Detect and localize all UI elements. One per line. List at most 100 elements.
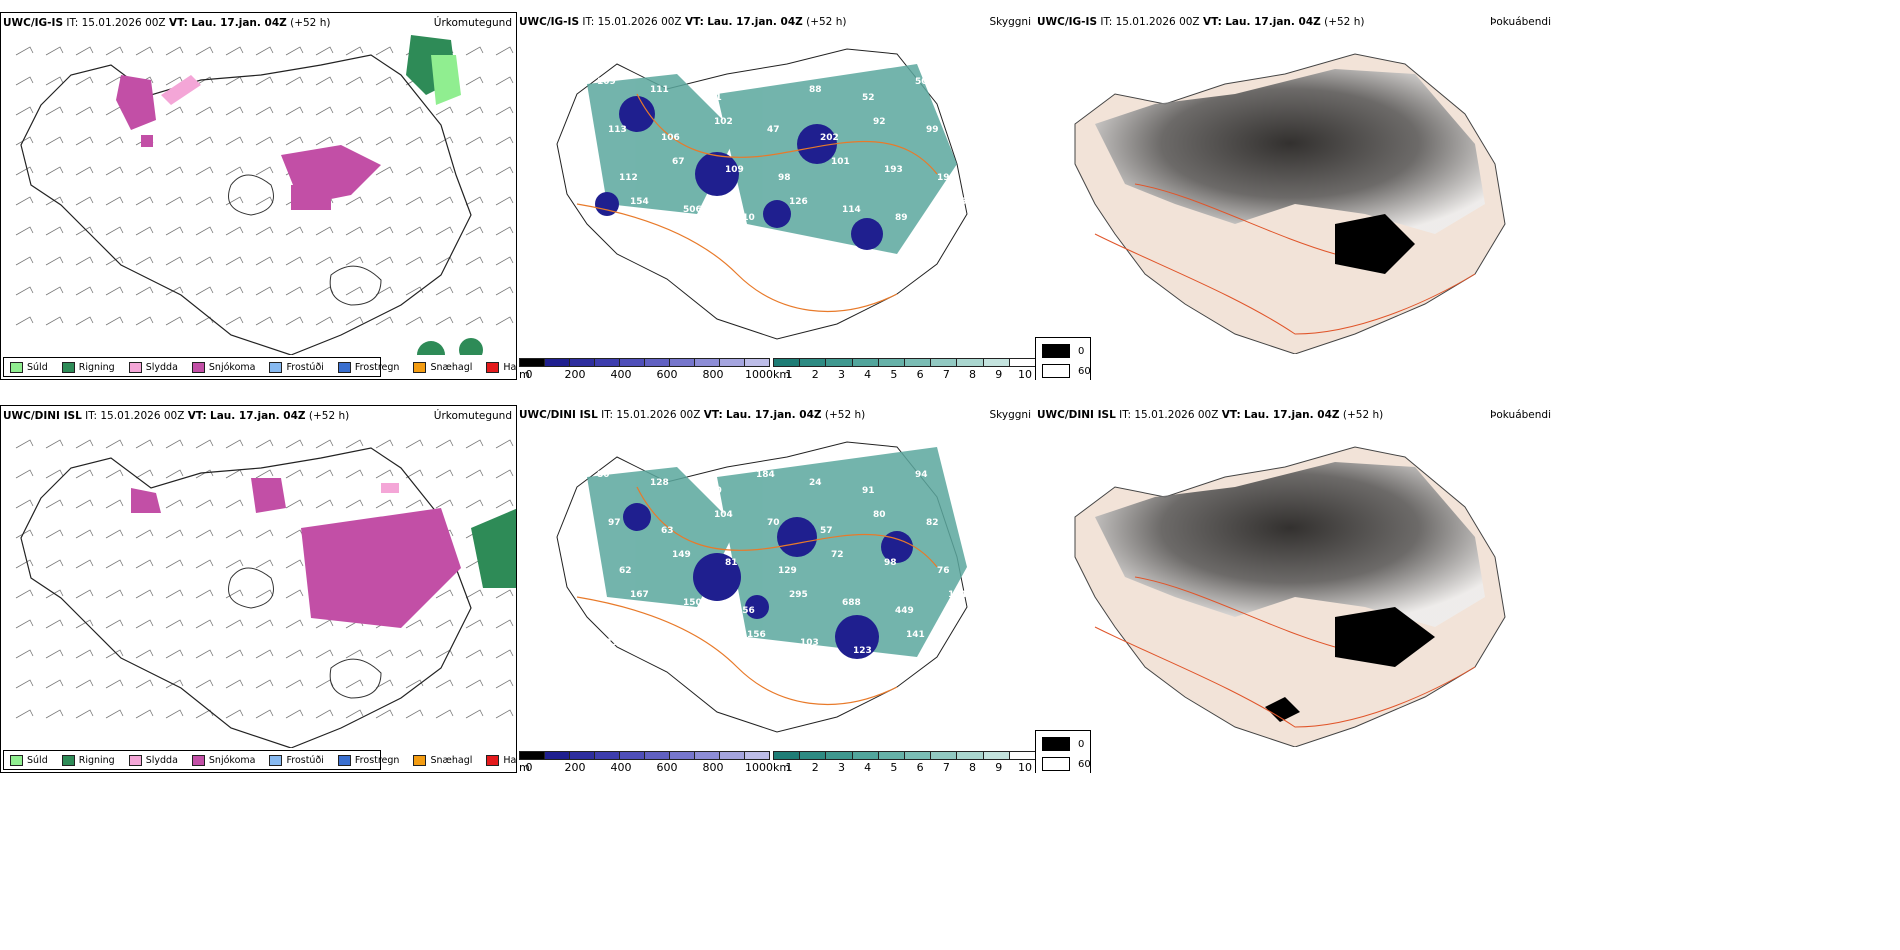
cloud-base-label: 112 [619, 173, 638, 183]
wind-barb [195, 469, 214, 479]
wind-barb [75, 76, 94, 86]
cloud-base-label: 88 [809, 85, 822, 95]
cloud-base-label: 50 [915, 77, 928, 87]
colorbar-tick-label: 9 [995, 368, 1003, 380]
wind-barb [465, 286, 484, 296]
wind-barb [195, 106, 214, 116]
wind-barb [225, 619, 244, 629]
wind-barb [285, 649, 304, 659]
glacier-outline [228, 567, 274, 609]
wind-barb [315, 469, 334, 479]
wind-barb [435, 709, 454, 719]
iceland-cloud-map: 109 111 111 106 88 52 50 113 106 102 47 202 92 99 112 6… [556, 48, 968, 340]
cloud-base-label: 103 [800, 638, 819, 648]
wind-barb [345, 76, 364, 86]
wind-barb [225, 679, 244, 689]
cloud-base-label: 150 [683, 598, 702, 608]
panel-title: Úrkomutegund [433, 17, 512, 29]
wind-barb [495, 499, 514, 509]
lead-time: (+52 h) [1324, 16, 1365, 28]
wind-barb [315, 439, 334, 449]
colorbar-tick-label: 6 [916, 761, 924, 773]
cloud-base-label: 123 [599, 638, 618, 648]
cloud-base-label: 114 [842, 205, 861, 215]
colorbar-segment [669, 358, 695, 367]
wind-barb [225, 439, 244, 449]
colorbar-tick-label: 2 [811, 761, 819, 773]
colorbar-segment [644, 751, 670, 760]
lead-time: (+52 h) [1342, 409, 1384, 421]
wind-barb [315, 136, 334, 146]
precip-type-legend: Súld Rigning Slydda Snjókoma Frostúði Fr… [3, 750, 516, 770]
colorbar-tick-label: 1000 [745, 761, 773, 773]
iceland-fog-map [1074, 446, 1506, 747]
wind-barb [405, 439, 424, 449]
cloud-base-label: 688 [842, 598, 861, 608]
wind-barb [285, 46, 304, 56]
wind-barb [15, 226, 34, 236]
colorbar-tick-label: 6 [916, 368, 924, 380]
wind-barb [405, 619, 424, 629]
init-time: 15.01.2026 00Z [81, 17, 166, 29]
wind-barb [225, 649, 244, 659]
wind-barb [195, 559, 214, 569]
cloud-base-label: 24 [809, 478, 822, 488]
colorbar-segment [825, 358, 853, 367]
colorbar-segment [930, 751, 958, 760]
wind-barb [75, 619, 94, 629]
legend-swatch [10, 754, 23, 766]
wind-barb [465, 76, 484, 86]
wind-barb [315, 256, 334, 266]
legend-item: Frostregn [337, 754, 399, 766]
wind-barb [195, 76, 214, 86]
wind-barb [75, 469, 94, 479]
legend-item: Haglél [486, 361, 516, 373]
wind-barb [375, 649, 394, 659]
wind-barb [105, 529, 124, 539]
cloud-base-label: 92 [873, 117, 886, 127]
legend-swatch [413, 754, 427, 766]
colorbar-tick-label: 4 [864, 368, 872, 380]
legend-swatch [61, 754, 75, 766]
wind-barb [255, 529, 274, 539]
cloud-base-label: 174 [948, 590, 967, 600]
wind-barb [15, 76, 34, 86]
rain-areas [471, 508, 516, 588]
wind-barb [195, 709, 214, 719]
legend-item: Súld [10, 754, 48, 766]
wind-barb [135, 649, 154, 659]
legend-item: Frostúði [269, 361, 324, 373]
colorbar-segment [773, 751, 801, 760]
wind-barb [345, 46, 364, 56]
wind-barb [135, 196, 154, 206]
wind-barb [345, 136, 364, 146]
cloud-base-label: 27 [652, 686, 665, 696]
cloud-base-label: 506 [683, 205, 702, 215]
cloud-base-label: 99 [926, 125, 939, 135]
wind-barb [495, 166, 514, 176]
cloud-base-label: 109 [725, 165, 744, 175]
wind-barb [495, 649, 514, 659]
wind-barb [195, 196, 214, 206]
wind-barb [255, 619, 274, 629]
colorbar-segment [1008, 358, 1035, 367]
wind-barb [45, 649, 64, 659]
colorbar-unit: m [519, 368, 530, 380]
wind-barb [345, 679, 364, 689]
colorbar-tick-label: 800 [702, 368, 724, 380]
road-network [1094, 576, 1476, 728]
wind-barb [465, 649, 484, 659]
wind-barb [375, 499, 394, 509]
wind-barb [195, 316, 214, 326]
wind-barb [45, 286, 64, 296]
wind-barb [345, 316, 364, 326]
wind-barb [405, 226, 424, 236]
wind-barb [495, 286, 514, 296]
wind-barb [285, 286, 304, 296]
cloud-base-label: 156 [747, 630, 766, 640]
wind-barb [285, 76, 304, 86]
wind-barb [195, 619, 214, 629]
wind-barb [375, 136, 394, 146]
wind-barb [255, 166, 274, 176]
wind-barb [15, 136, 34, 146]
